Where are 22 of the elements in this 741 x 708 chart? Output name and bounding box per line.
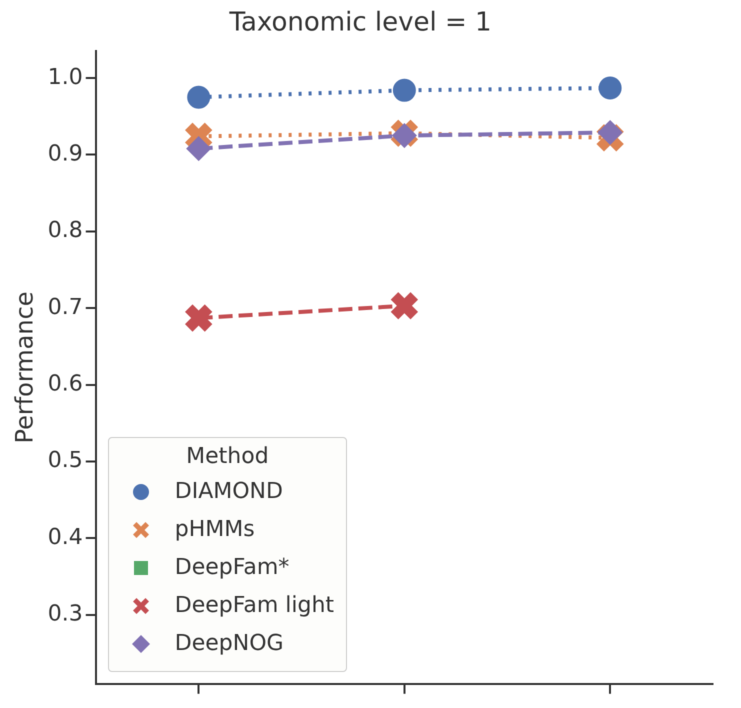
chart-title: Taxonomic level = 1 <box>228 7 492 38</box>
y-tick-label: 0.5 <box>48 448 83 474</box>
y-tick-label: 1.0 <box>48 64 83 90</box>
legend-title: Method <box>185 444 270 469</box>
y-tick-label: 0.6 <box>48 371 83 396</box>
y-tick-label: 0.3 <box>48 602 83 627</box>
point <box>187 86 210 109</box>
legend-label: DeepFam light <box>174 593 334 618</box>
point <box>187 137 210 160</box>
point <box>392 78 416 102</box>
point <box>184 304 212 332</box>
legend-label: DIAMOND <box>174 479 283 504</box>
y-tick-label: 0.4 <box>48 524 83 550</box>
y-tick-label: 0.9 <box>48 141 83 166</box>
legend-label: pHMMs <box>174 517 255 542</box>
y-tick-label: 0.8 <box>48 218 83 244</box>
point <box>390 292 418 320</box>
point <box>598 76 622 100</box>
y-axis-title: Performance <box>10 291 39 444</box>
legend-label: DeepFam* <box>174 555 290 580</box>
y-tick-label: 0.7 <box>48 294 83 320</box>
legend-label: DeepNOG <box>174 631 284 656</box>
